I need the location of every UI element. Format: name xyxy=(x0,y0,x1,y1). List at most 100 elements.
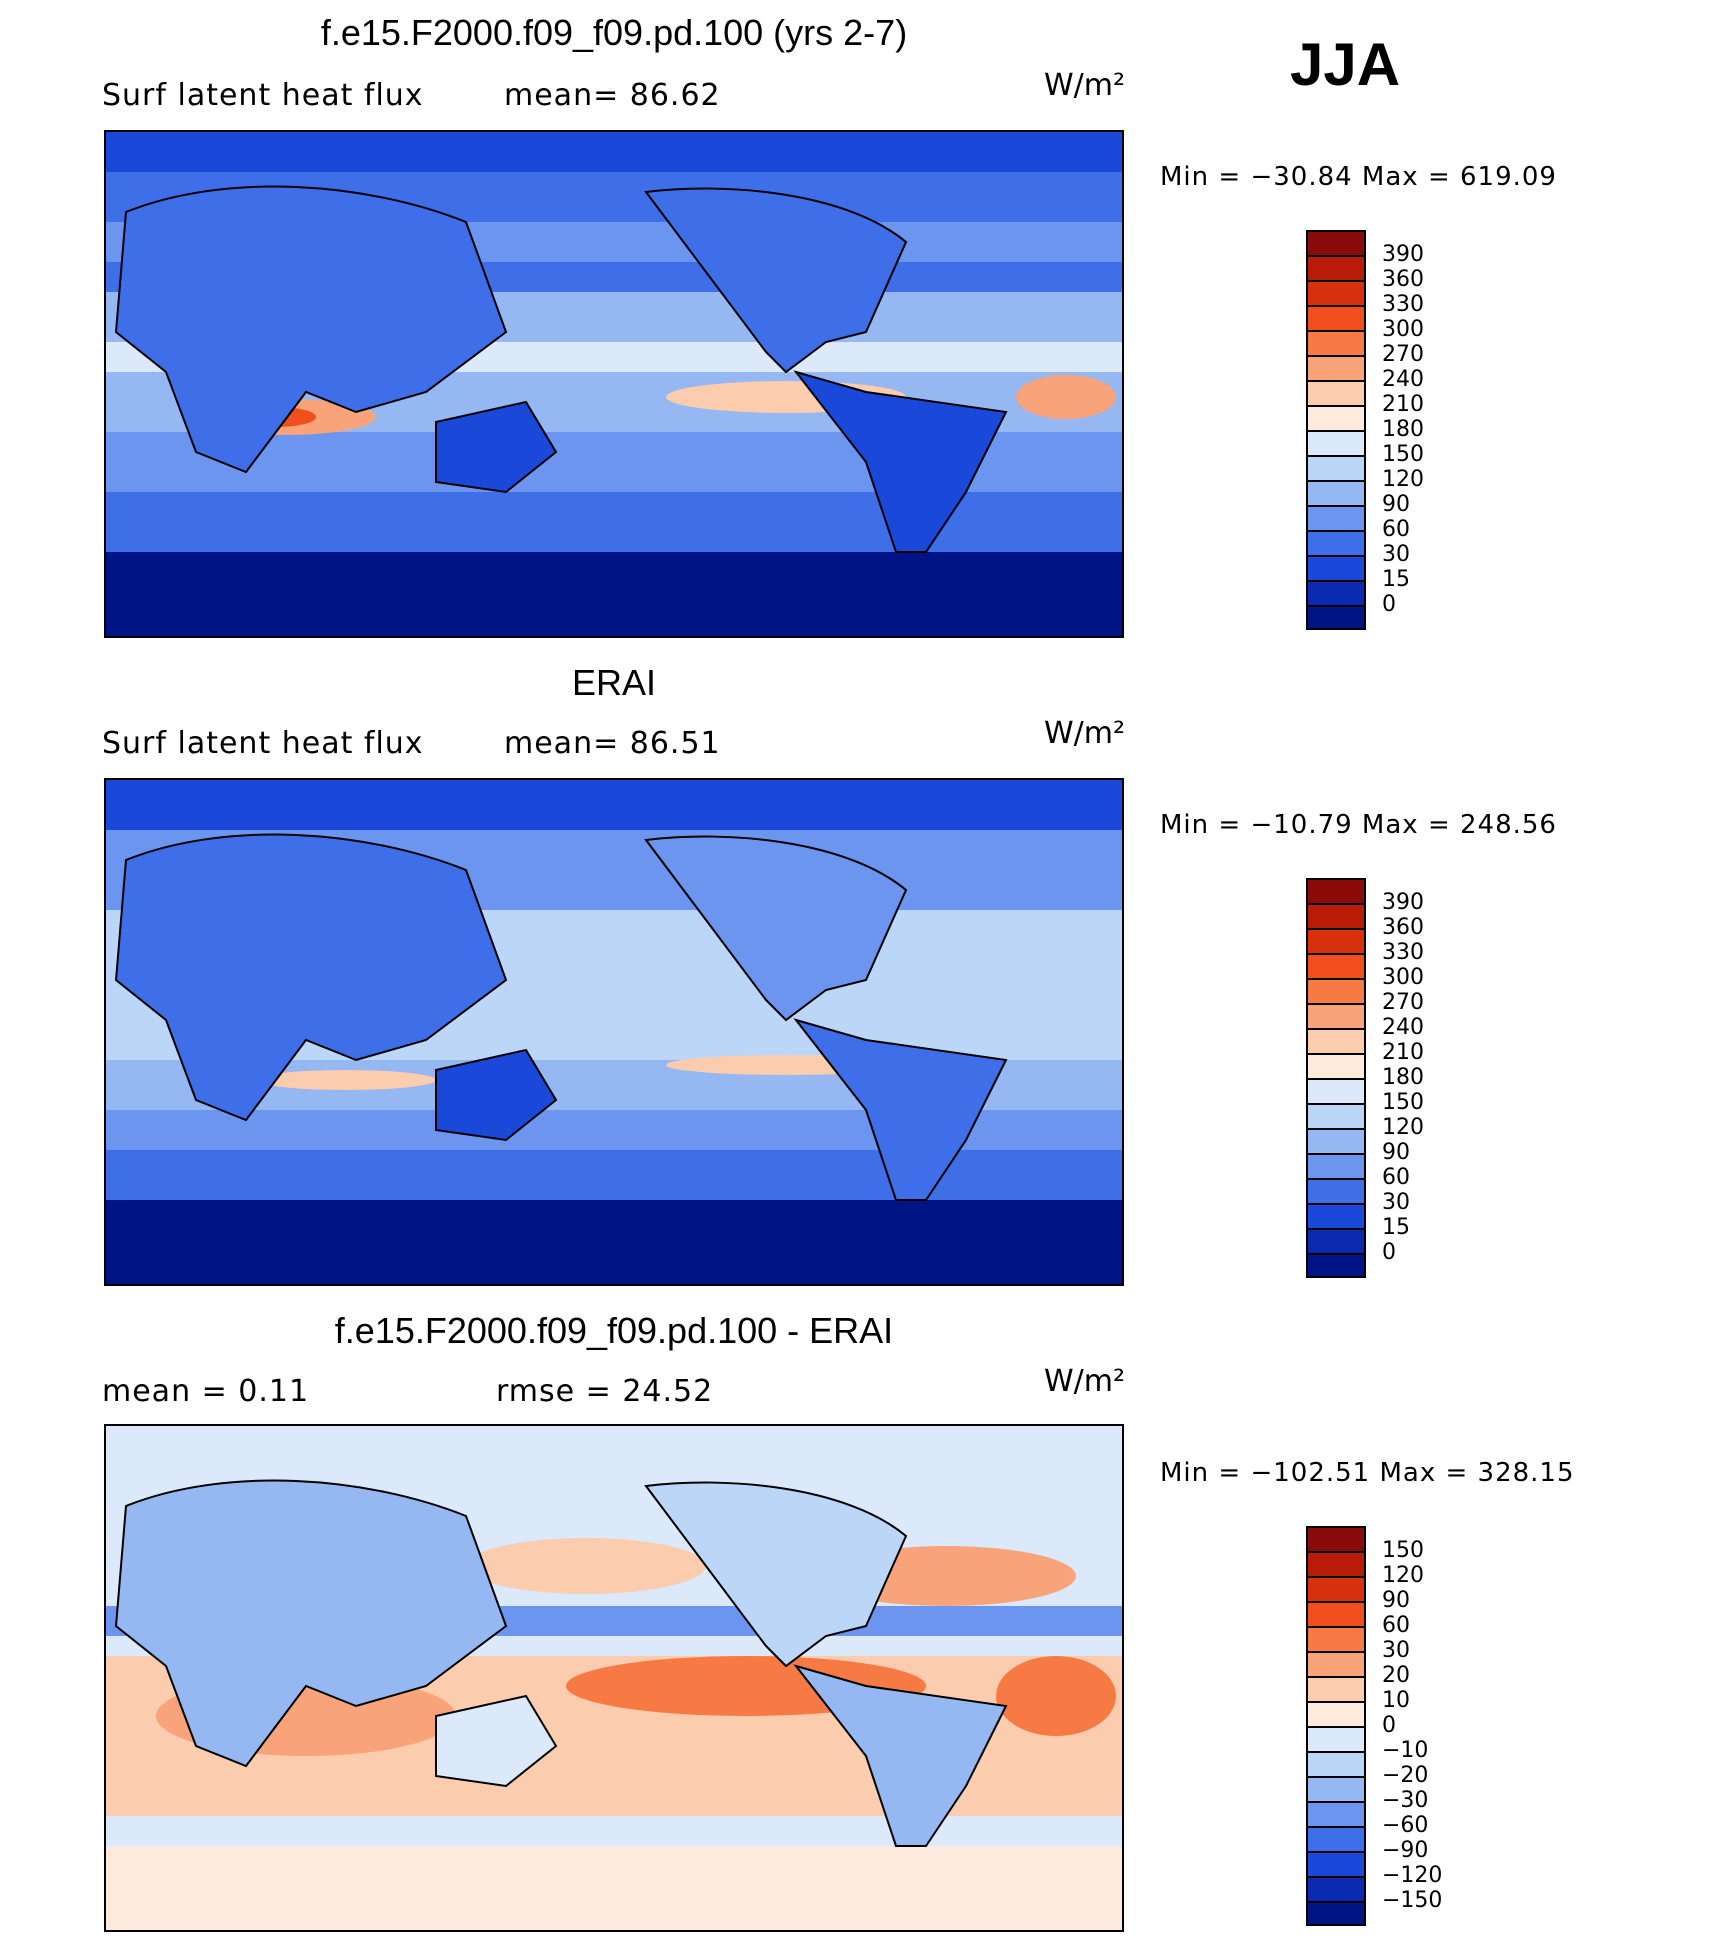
panel-2-minmax: Min = −10.79 Max = 248.56 xyxy=(1160,810,1557,840)
colorbar-swatch xyxy=(1306,1153,1366,1178)
colorbar-tick-label: 30 xyxy=(1382,1638,1410,1663)
panel-3-minmax: Min = −102.51 Max = 328.15 xyxy=(1160,1458,1575,1488)
colorbar-swatch xyxy=(1306,1078,1366,1103)
colorbar-tick-label: 180 xyxy=(1382,1065,1424,1090)
colorbar-tick-label: 60 xyxy=(1382,1165,1410,1190)
colorbar-swatch xyxy=(1306,1601,1366,1626)
colorbar-tick-label: 210 xyxy=(1382,1040,1424,1065)
panel-3-map xyxy=(104,1424,1124,1932)
panel-3-rmse-label: rmse = 24.52 xyxy=(496,1374,714,1409)
colorbar-swatch xyxy=(1306,1676,1366,1701)
colorbar-tick-label: 120 xyxy=(1382,1563,1424,1588)
colorbar-tick-label: 0 xyxy=(1382,592,1396,617)
colorbar-tick-label: 90 xyxy=(1382,1140,1410,1165)
colorbar-swatch xyxy=(1306,1651,1366,1676)
colorbar-tick-label: 90 xyxy=(1382,492,1410,517)
colorbar-swatch xyxy=(1306,230,1366,255)
colorbar-swatch xyxy=(1306,505,1366,530)
panel-1-mean-label: mean= 86.62 xyxy=(504,78,721,113)
colorbar-tick-label: 390 xyxy=(1382,890,1424,915)
colorbar-swatch xyxy=(1306,480,1366,505)
panel-1-map xyxy=(104,130,1124,638)
colorbar-swatch xyxy=(1306,1626,1366,1651)
colorbar-swatch xyxy=(1306,1551,1366,1576)
colorbar-tick-label: 270 xyxy=(1382,990,1424,1015)
colorbar-swatch xyxy=(1306,1228,1366,1253)
colorbar-swatch xyxy=(1306,1901,1366,1926)
colorbar-swatch xyxy=(1306,555,1366,580)
panel-1-variable-label: Surf latent heat flux xyxy=(102,78,424,113)
colorbar-swatch xyxy=(1306,380,1366,405)
colorbar-tick-label: 60 xyxy=(1382,517,1410,542)
colorbar-swatch xyxy=(1306,1526,1366,1551)
colorbar-swatch xyxy=(1306,1178,1366,1203)
panel-1-units: W/m² xyxy=(1044,68,1126,103)
colorbar-swatch xyxy=(1306,1203,1366,1228)
colorbar-swatch xyxy=(1306,405,1366,430)
colorbar-tick-label: 30 xyxy=(1382,542,1410,567)
panel-2-variable-label: Surf latent heat flux xyxy=(102,726,424,761)
colorbar-tick-label: −90 xyxy=(1382,1838,1429,1863)
colorbar-swatch xyxy=(1306,878,1366,903)
colorbar-tick-label: 210 xyxy=(1382,392,1424,417)
colorbar-swatch xyxy=(1306,1701,1366,1726)
colorbar-tick-label: 20 xyxy=(1382,1663,1410,1688)
colorbar-tick-label: 150 xyxy=(1382,1090,1424,1115)
colorbar-tick-label: 180 xyxy=(1382,417,1424,442)
panel-3-units: W/m² xyxy=(1044,1364,1126,1399)
panel-1-minmax: Min = −30.84 Max = 619.09 xyxy=(1160,162,1557,192)
colorbar-tick-label: 330 xyxy=(1382,292,1424,317)
colorbar-swatch xyxy=(1306,1028,1366,1053)
colorbar-tick-label: 270 xyxy=(1382,342,1424,367)
colorbar-tick-label: 60 xyxy=(1382,1613,1410,1638)
colorbar-swatch xyxy=(1306,1801,1366,1826)
colorbar-tick-label: 15 xyxy=(1382,1215,1410,1240)
colorbar-swatch xyxy=(1306,280,1366,305)
colorbar-tick-label: 300 xyxy=(1382,317,1424,342)
colorbar-swatch xyxy=(1306,1776,1366,1801)
panel-3-colorbar xyxy=(1306,1526,1366,1926)
panel-2-colorbar xyxy=(1306,878,1366,1278)
season-label: JJA xyxy=(1290,31,1401,98)
colorbar-tick-label: 150 xyxy=(1382,442,1424,467)
colorbar-tick-label: 30 xyxy=(1382,1190,1410,1215)
colorbar-tick-label: −120 xyxy=(1382,1863,1443,1888)
colorbar-swatch xyxy=(1306,1826,1366,1851)
panel-3-title: f.e15.F2000.f09_f09.pd.100 - ERAI xyxy=(334,1310,894,1351)
panel-2-units: W/m² xyxy=(1044,716,1126,751)
colorbar-tick-label: 330 xyxy=(1382,940,1424,965)
colorbar-tick-label: 15 xyxy=(1382,567,1410,592)
colorbar-swatch xyxy=(1306,928,1366,953)
colorbar-swatch xyxy=(1306,580,1366,605)
colorbar-tick-label: −60 xyxy=(1382,1813,1429,1838)
colorbar-swatch xyxy=(1306,1053,1366,1078)
colorbar-swatch xyxy=(1306,330,1366,355)
colorbar-swatch xyxy=(1306,1128,1366,1153)
colorbar-tick-label: 120 xyxy=(1382,1115,1424,1140)
colorbar-tick-label: −30 xyxy=(1382,1788,1429,1813)
colorbar-tick-label: 0 xyxy=(1382,1240,1396,1265)
colorbar-swatch xyxy=(1306,430,1366,455)
colorbar-swatch xyxy=(1306,455,1366,480)
colorbar-swatch xyxy=(1306,605,1366,630)
colorbar-swatch xyxy=(1306,1876,1366,1901)
colorbar-swatch xyxy=(1306,1851,1366,1876)
colorbar-tick-label: 360 xyxy=(1382,915,1424,940)
colorbar-tick-label: 300 xyxy=(1382,965,1424,990)
colorbar-tick-label: 240 xyxy=(1382,367,1424,392)
colorbar-swatch xyxy=(1306,530,1366,555)
colorbar-tick-label: 120 xyxy=(1382,467,1424,492)
colorbar-tick-label: 240 xyxy=(1382,1015,1424,1040)
panel-1-colorbar xyxy=(1306,230,1366,630)
colorbar-swatch xyxy=(1306,1103,1366,1128)
colorbar-swatch xyxy=(1306,978,1366,1003)
colorbar-swatch xyxy=(1306,305,1366,330)
colorbar-tick-label: −10 xyxy=(1382,1738,1429,1763)
panel-1-title: f.e15.F2000.f09_f09.pd.100 (yrs 2-7) xyxy=(320,12,908,53)
colorbar-swatch xyxy=(1306,1576,1366,1601)
panel-2-mean-label: mean= 86.51 xyxy=(504,726,721,761)
colorbar-swatch xyxy=(1306,953,1366,978)
colorbar-swatch xyxy=(1306,1253,1366,1278)
colorbar-swatch xyxy=(1306,1751,1366,1776)
panel-2-title: ERAI xyxy=(571,662,657,703)
